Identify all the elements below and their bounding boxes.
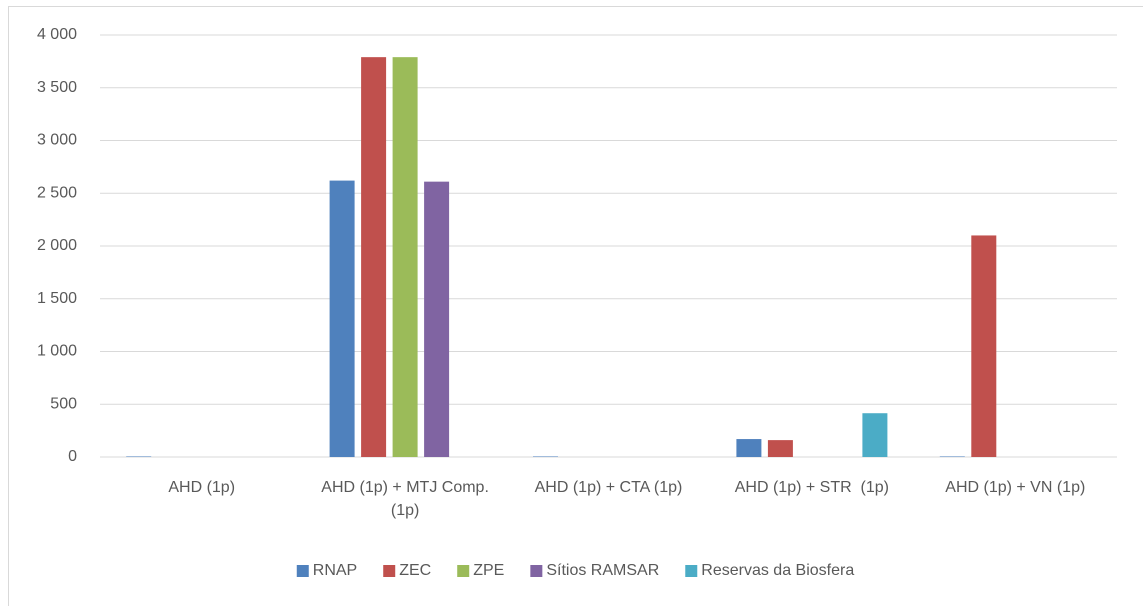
y-tick-label: 4 000	[37, 26, 77, 43]
y-tick-label: 500	[50, 395, 77, 412]
x-tick-label: AHD (1p) + STR (1p)	[734, 479, 890, 496]
bar	[126, 456, 152, 457]
y-tick-label: 3 500	[37, 79, 77, 96]
y-tick-label: 1 500	[37, 290, 77, 307]
bar	[736, 439, 762, 457]
x-tick-label: AHD (1p) + MTJ Comp. (1p)	[321, 479, 494, 519]
y-tick-label: 2 000	[37, 237, 77, 254]
bar	[361, 57, 387, 457]
legend-label: ZEC	[399, 562, 431, 579]
y-tick-label: 1 000	[37, 343, 77, 360]
legend-label: Reservas da Biosfera	[701, 562, 854, 579]
x-tick-label: AHD (1p) + VN (1p)	[945, 479, 1086, 496]
bar	[939, 456, 965, 457]
legend-swatch	[457, 565, 470, 577]
bar	[392, 57, 418, 457]
chart-frame	[8, 6, 1143, 606]
legend-label: RNAP	[313, 562, 357, 579]
legend-swatch	[685, 565, 698, 577]
y-tick-label: 0	[68, 448, 77, 465]
bar	[971, 235, 997, 457]
legend-label: Sítios RAMSAR	[546, 562, 659, 579]
bar	[862, 413, 888, 457]
bar	[329, 180, 355, 457]
bar	[424, 181, 450, 457]
y-tick-label: 3 000	[37, 132, 77, 149]
legend-swatch	[383, 565, 396, 577]
x-tick-label: AHD (1p)	[168, 479, 236, 496]
bar	[533, 456, 558, 457]
y-tick-label: 2 500	[37, 184, 77, 201]
legend-swatch	[530, 565, 543, 577]
bar	[767, 440, 793, 457]
x-tick-label: AHD (1p) + CTA (1p)	[534, 479, 683, 496]
legend-label: ZPE	[473, 562, 504, 579]
legend-swatch	[296, 565, 309, 577]
